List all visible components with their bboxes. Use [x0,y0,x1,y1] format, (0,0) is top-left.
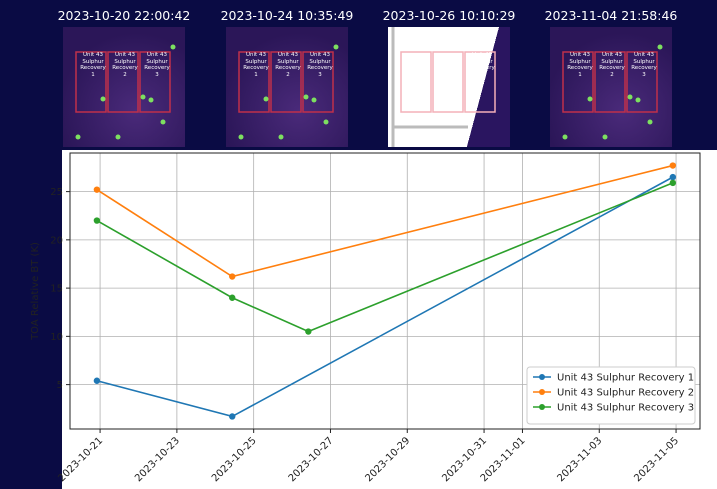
roi-label: Unit 43 Sulphur Recovery 3 [469,52,495,78]
point [93,217,101,224]
y-axis-label: TOA Relative BT (K) [30,242,41,341]
roi-box [270,51,302,113]
thumbnail-title: 2023-11-04 21:58:46 [544,8,678,23]
roi-label: Unit 43 Sulphur Recovery 1 [567,52,593,78]
roi-box [75,51,107,113]
roi-label: Unit 43 Sulphur Recovery 2 [112,52,138,78]
roi-label: Unit 43 Sulphur Recovery 2 [599,52,625,78]
hot-spot [170,44,176,50]
thumbnail-title: 2023-10-26 10:10:29 [382,8,516,23]
roi-label: Unit 43 Sulphur Recovery 1 [243,52,269,78]
thumbnail: Unit 43 Sulphur Recovery 1 Unit 43 Sulphu… [550,27,672,147]
hot-spot [562,134,568,140]
legend-marker [539,389,545,395]
chart-bg [62,150,717,489]
hot-spot [627,94,633,100]
hot-spot [602,134,608,140]
point [229,294,236,301]
thumbnail: Unit 43 Sulphur Recovery 1 Unit 43 Sulphu… [226,27,348,147]
legend-label: Unit 43 Sulphur Recovery 3 [557,403,694,414]
roi-box [302,51,334,113]
hot-spot [278,134,284,140]
hot-spot [100,96,106,102]
thumbnail-art [391,27,496,147]
roi-box [107,51,139,113]
thumbnail-title: 2023-10-24 10:35:49 [220,8,354,23]
roi-box [594,51,626,113]
hot-spot [303,94,309,100]
hot-spot [323,119,329,125]
roi-label: Unit 43 Sulphur Recovery 3 [631,52,657,78]
point [669,179,677,187]
legend [526,366,696,425]
roi-label: Unit 43 Sulphur Recovery 3 [307,52,333,78]
thumbnail: Unit 43 Sulphur Recovery 1 Unit 43 Sulphu… [63,27,185,147]
legend-marker [539,404,545,410]
y-tick-label: 15 [50,284,63,295]
point [93,377,101,384]
point [669,162,677,169]
legend-marker [539,374,545,380]
plot-frame [69,152,701,430]
legend-label: Unit 43 Sulphur Recovery 1 [557,373,694,384]
hot-spot [75,134,81,140]
roi-box [626,51,658,113]
roi-label: Unit 43 Sulphur Recovery 3 [144,52,170,78]
thumbnail-art [238,44,339,140]
roi-box [464,51,496,113]
hot-spot [148,97,154,103]
roi-box [562,51,594,113]
point [229,273,236,280]
roi-label: Unit 43 Sulphur Recovery 1 [80,52,106,78]
hot-spot [657,44,663,50]
series-line [96,182,674,333]
thumbnail-title: 2023-10-20 22:00:42 [57,8,191,23]
y-tick-label: 10 [50,332,63,343]
hot-spot [160,119,166,125]
hot-spot [587,96,593,102]
point [669,173,677,181]
point [305,328,312,335]
hot-spot [115,134,121,140]
hot-spot [140,94,146,100]
hot-spot [238,134,244,140]
y-tick-label: 20 [50,235,63,246]
hot-spot [333,44,339,50]
roi-box [139,51,171,113]
point [229,413,236,420]
roi-box [432,51,464,113]
roi-box [400,51,432,113]
hot-spot [311,97,317,103]
roi-box [238,51,270,113]
roi-label: Unit 43 Sulphur Recovery 2 [275,52,301,78]
coast [391,27,468,147]
y-tick-label: 25 [50,187,63,198]
hot-spot [263,96,269,102]
point [93,186,101,193]
hot-spot [647,119,653,125]
legend-label: Unit 43 Sulphur Recovery 2 [557,388,694,399]
thumbnail-art [562,44,663,140]
hot-spot [635,97,641,103]
y-tick-label: 5 [57,380,63,391]
thumbnail-art [75,44,176,140]
thumbnail: Unit 43 Sulphur Recovery 3 [388,27,510,147]
